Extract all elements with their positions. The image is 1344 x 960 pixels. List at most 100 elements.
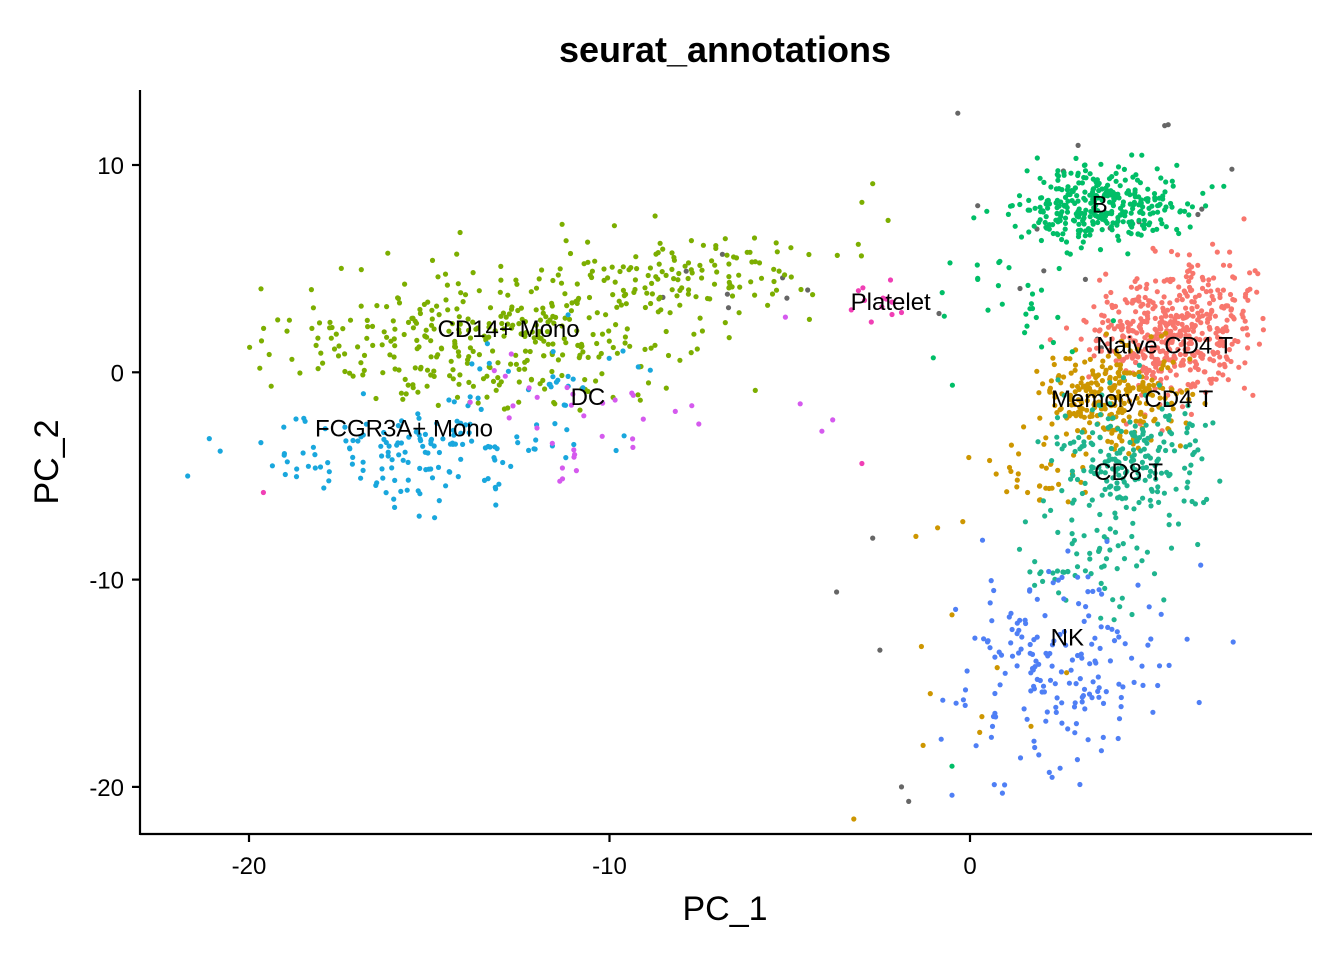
point-dc [629, 390, 635, 396]
point-memory-cd4-t [1071, 401, 1077, 408]
point-fcgr3a-mono [417, 465, 423, 471]
point-nk [1085, 737, 1091, 743]
point-cd14-mono [428, 354, 434, 360]
point-fcgr3a-mono [302, 418, 308, 424]
point-nk [964, 668, 970, 674]
point-naive-cd4-t [1203, 336, 1209, 342]
point-nk [1061, 596, 1067, 602]
point-cd8-t [1079, 429, 1085, 435]
point-cd8-t [1120, 375, 1127, 381]
point-memory-cd4-t [1048, 378, 1054, 384]
point-cd14-mono [562, 315, 568, 321]
point-memory-cd4-t [1084, 398, 1090, 404]
point-cd14-mono [415, 389, 421, 395]
point-b [1163, 204, 1169, 210]
point-memory-cd4-t [1134, 395, 1140, 401]
point-memory-cd4-t [1162, 395, 1168, 401]
point-naive-cd4-t [1185, 381, 1191, 388]
point-cd14-mono [490, 348, 496, 354]
point-unlabeled [784, 295, 790, 301]
point-memory-cd4-t [1186, 396, 1192, 402]
point-memory-cd4-t [1127, 348, 1133, 354]
point-fcgr3a-mono [347, 445, 353, 451]
point-fcgr3a-mono [443, 483, 449, 489]
point-nk [1103, 689, 1109, 695]
point-cd14-mono [674, 293, 680, 299]
point-cd14-mono [513, 277, 519, 283]
point-cd14-mono [476, 352, 482, 358]
point-naive-cd4-t [1198, 351, 1204, 357]
point-cd8-t [1127, 439, 1133, 445]
point-b [1174, 226, 1180, 233]
point-b [1109, 211, 1115, 217]
point-cd8-t [1192, 438, 1198, 444]
point-fcgr3a-mono [404, 487, 410, 493]
point-memory-cd4-t [1119, 338, 1125, 344]
point-unlabeled [683, 268, 689, 274]
point-fcgr3a-mono [400, 457, 406, 463]
point-cd14-mono [653, 274, 659, 280]
point-fcgr3a-mono [477, 366, 483, 372]
point-platelet [887, 277, 894, 283]
point-cd14-mono [524, 357, 530, 363]
point-fcgr3a-mono [562, 402, 569, 408]
point-cd14-mono [405, 382, 411, 388]
point-memory-cd4-t [1085, 393, 1091, 399]
point-cd8-t [1129, 464, 1135, 470]
point-cd14-mono [309, 325, 315, 331]
point-naive-cd4-t [1219, 304, 1225, 310]
point-cd14-mono [369, 323, 376, 329]
point-cd14-mono [788, 245, 794, 251]
point-fcgr3a-mono [269, 463, 275, 469]
point-cd14-mono [632, 286, 638, 293]
point-nk [1066, 680, 1072, 686]
point-memory-cd4-t [1108, 439, 1115, 445]
point-cd14-mono [713, 245, 719, 251]
point-naive-cd4-t [1206, 277, 1212, 283]
point-b [1186, 212, 1192, 218]
point-naive-cd4-t [1215, 287, 1221, 293]
point-b [995, 283, 1002, 289]
point-cd8-t [1131, 457, 1137, 463]
point-naive-cd4-t [1175, 252, 1181, 258]
point-cd8-t [1082, 568, 1088, 574]
point-nk [1031, 637, 1037, 643]
point-memory-cd4-t [1079, 375, 1085, 381]
point-dc [600, 400, 606, 406]
point-b [1095, 219, 1101, 226]
point-cd14-mono [275, 317, 281, 323]
point-cd8-t [1105, 416, 1111, 422]
point-b [1146, 205, 1152, 211]
point-memory-cd4-t [1117, 379, 1123, 385]
point-cd14-mono [466, 379, 472, 385]
point-cd8-t [1115, 426, 1121, 432]
point-naive-cd4-t [1260, 327, 1266, 333]
point-nk [1076, 601, 1082, 607]
point-fcgr3a-mono [385, 453, 391, 459]
point-memory-cd4-t [1072, 367, 1078, 373]
point-cd8-t [1117, 604, 1123, 610]
point-naive-cd4-t [1203, 289, 1209, 295]
point-cd8-t [1106, 452, 1112, 458]
point-nk [1072, 730, 1078, 736]
point-naive-cd4-t [1124, 319, 1130, 325]
point-memory-cd4-t [1121, 408, 1127, 414]
point-cd14-mono [480, 376, 487, 382]
point-naive-cd4-t [1199, 285, 1206, 291]
point-nk [1037, 677, 1043, 684]
point-naive-cd4-t [1209, 293, 1215, 299]
point-fcgr3a-mono [294, 466, 300, 472]
point-cd8-t [1131, 429, 1137, 436]
point-fcgr3a-mono [436, 449, 442, 456]
point-nk [1046, 769, 1052, 776]
point-cd14-mono [555, 272, 561, 278]
point-cd14-mono [460, 299, 466, 305]
point-memory-cd4-t [1126, 398, 1132, 404]
point-memory-cd4-t [1014, 484, 1020, 490]
point-cd8-t [1032, 559, 1038, 565]
point-b [1054, 205, 1060, 211]
point-naive-cd4-t [1086, 374, 1092, 380]
point-memory-cd4-t [1158, 366, 1165, 372]
point-b [1038, 237, 1044, 244]
point-cd8-t [1070, 500, 1076, 506]
